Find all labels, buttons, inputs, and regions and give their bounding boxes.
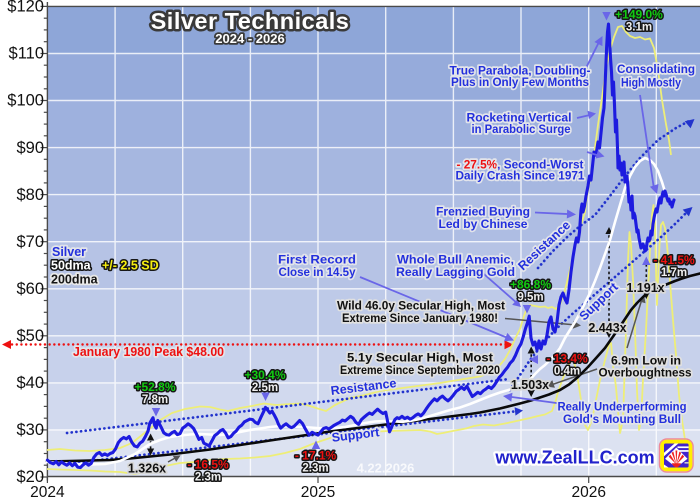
svg-text:$70: $70 [16, 233, 44, 251]
svg-text:$50: $50 [16, 327, 44, 345]
svg-text:2025: 2025 [301, 484, 335, 500]
svg-text:$30: $30 [16, 421, 44, 439]
svg-text:- 41.5%: - 41.5% [653, 253, 695, 267]
svg-text:0.4m: 0.4m [554, 366, 580, 378]
svg-text:Gold's Mounting Bull: Gold's Mounting Bull [563, 412, 681, 426]
svg-text:$100: $100 [7, 92, 44, 110]
svg-text:$60: $60 [16, 280, 44, 298]
svg-text:2.5m: 2.5m [252, 382, 278, 394]
svg-text:+30.4%: +30.4% [244, 368, 285, 382]
svg-text:Extreme Since January 1980!: Extreme Since January 1980! [342, 311, 498, 325]
svg-text:Daily Crash Since 1971: Daily Crash Since 1971 [456, 169, 585, 183]
svg-text:Led by Chinese: Led by Chinese [439, 217, 528, 231]
svg-text:$110: $110 [9, 45, 44, 63]
svg-text:$120: $120 [7, 0, 44, 16]
svg-text:January 1980 Peak $48.00: January 1980 Peak $48.00 [73, 345, 224, 359]
svg-text:2.443x: 2.443x [588, 321, 626, 335]
svg-text:First Record: First Record [278, 253, 356, 267]
svg-text:Silver Technicals: Silver Technicals [151, 8, 350, 34]
svg-text:1.503x: 1.503x [511, 378, 549, 392]
svg-text:$90: $90 [16, 139, 44, 157]
svg-text:2026: 2026 [571, 484, 605, 500]
svg-text:2.3m: 2.3m [302, 463, 328, 475]
svg-text:$40: $40 [16, 374, 44, 392]
svg-text:Support: Support [577, 279, 622, 323]
svg-text:High Mostly: High Mostly [621, 76, 681, 90]
svg-text:Plus in Only Few Months: Plus in Only Few Months [451, 75, 589, 89]
svg-text:Frenzied Buying: Frenzied Buying [436, 205, 530, 219]
svg-text:True Parabola, Doubling-: True Parabola, Doubling- [450, 64, 591, 78]
svg-text:+86.8%: +86.8% [510, 278, 551, 292]
svg-text:9.5m: 9.5m [517, 292, 543, 304]
svg-text:Extreme Since September 2020: Extreme Since September 2020 [340, 363, 500, 377]
svg-text:$80: $80 [16, 186, 44, 204]
svg-text:+149.0%: +149.0% [615, 8, 663, 22]
svg-text:2024: 2024 [30, 484, 65, 500]
svg-text:Really Underperforming: Really Underperforming [558, 400, 687, 414]
svg-text:7.8m: 7.8m [142, 394, 168, 406]
svg-text:+/- 2.5 SD: +/- 2.5 SD [102, 259, 159, 273]
svg-text:www.ZealLLC.com: www.ZealLLC.com [494, 448, 654, 468]
svg-text:Resistance: Resistance [330, 376, 397, 398]
svg-text:Support: Support [331, 425, 381, 445]
svg-text:Silver: Silver [52, 245, 86, 259]
svg-text:Whole Bull Anemic,: Whole Bull Anemic, [397, 253, 514, 267]
svg-text:200dma: 200dma [51, 273, 99, 287]
svg-text:$20: $20 [16, 468, 44, 486]
svg-text:4.22.2026: 4.22.2026 [357, 461, 415, 476]
svg-text:1.191x: 1.191x [626, 281, 664, 295]
svg-text:Overboughtness: Overboughtness [599, 366, 692, 380]
svg-text:3.1m: 3.1m [626, 22, 652, 34]
svg-text:- 13.4%: - 13.4% [546, 352, 588, 366]
svg-text:- 16.5%: - 16.5% [187, 458, 229, 472]
svg-text:5.1y Secular High, Most: 5.1y Secular High, Most [347, 351, 493, 365]
svg-text:1.326x: 1.326x [128, 462, 166, 476]
svg-text:Consolidating: Consolidating [617, 62, 695, 76]
svg-text:1.7m: 1.7m [661, 267, 687, 279]
svg-text:in Parabolic Surge: in Parabolic Surge [472, 122, 571, 136]
svg-text:2.3m: 2.3m [195, 472, 221, 484]
svg-text:2024 - 2026: 2024 - 2026 [215, 31, 284, 46]
svg-text:Rocketing Vertical: Rocketing Vertical [467, 111, 572, 125]
svg-text:Close in 14.5y: Close in 14.5y [279, 265, 356, 279]
svg-text:Really Lagging Gold: Really Lagging Gold [396, 265, 515, 279]
svg-text:- 27.5%, Second-Worst: - 27.5%, Second-Worst [457, 158, 584, 172]
svg-text:Wild 46.0y Secular High, Most: Wild 46.0y Secular High, Most [337, 299, 505, 313]
svg-text:6.9m Low in: 6.9m Low in [611, 354, 681, 368]
svg-text:- 17.1%: - 17.1% [295, 449, 337, 463]
svg-text:50dma: 50dma [51, 259, 92, 273]
svg-text:+52.8%: +52.8% [134, 380, 175, 394]
